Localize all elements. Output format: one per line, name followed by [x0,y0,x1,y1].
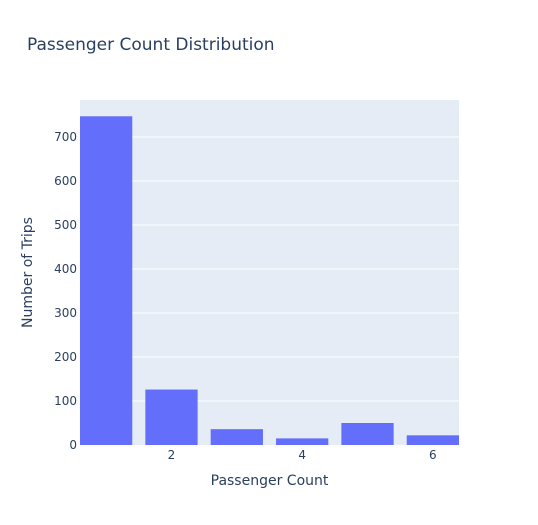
y-tick-label: 100 [54,394,77,408]
plot-area [80,100,459,445]
x-tick-label: 2 [168,448,176,462]
grid-lines [80,136,459,402]
y-tick-label: 600 [54,174,77,188]
y-axis-title: Number of Trips [20,217,36,328]
y-axis-ticks: 0 100 200 300 400 500 600 700 [54,130,77,452]
bar [276,438,329,445]
bar [406,435,459,445]
x-tick-label: 4 [298,448,306,462]
chart-title: Passenger Count Distribution [27,35,275,55]
x-axis-ticks: 2 4 6 [168,448,437,462]
bar [145,389,198,445]
y-tick-label: 400 [54,262,77,276]
y-tick-label: 0 [69,438,77,452]
bars [80,116,459,445]
bar [341,422,394,445]
y-tick-label: 700 [54,130,77,144]
x-axis-title: Passenger Count [211,473,329,489]
x-tick-label: 6 [429,448,437,462]
y-tick-label: 200 [54,350,77,364]
bar [80,116,133,445]
y-tick-label: 300 [54,306,77,320]
y-tick-label: 500 [54,218,77,232]
bar [210,429,263,445]
